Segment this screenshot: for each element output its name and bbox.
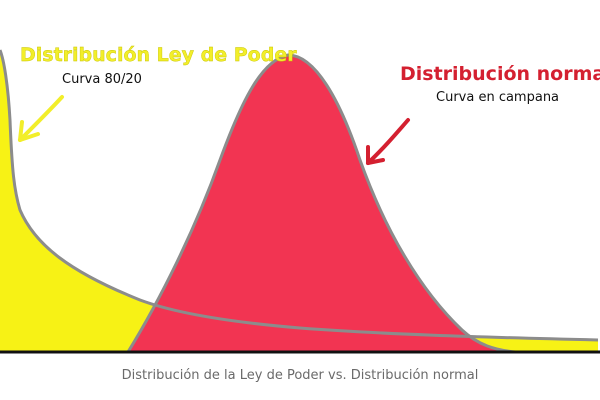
power-law-subtitle: Curva 80/20	[62, 72, 142, 87]
caption: Distribución de la Ley de Poder vs. Dist…	[121, 368, 479, 383]
power-law-curve	[0, 49, 599, 342]
normal-subtitle: Curva en campana	[436, 90, 560, 105]
normal-curve	[126, 53, 516, 354]
power-law-arrow	[18, 95, 64, 142]
power-law-area	[0, 50, 598, 352]
power-law-title: Distribución Ley de Poder	[20, 44, 297, 66]
normal-title: Distribución normal	[400, 63, 600, 85]
normal-arrow	[366, 118, 410, 165]
